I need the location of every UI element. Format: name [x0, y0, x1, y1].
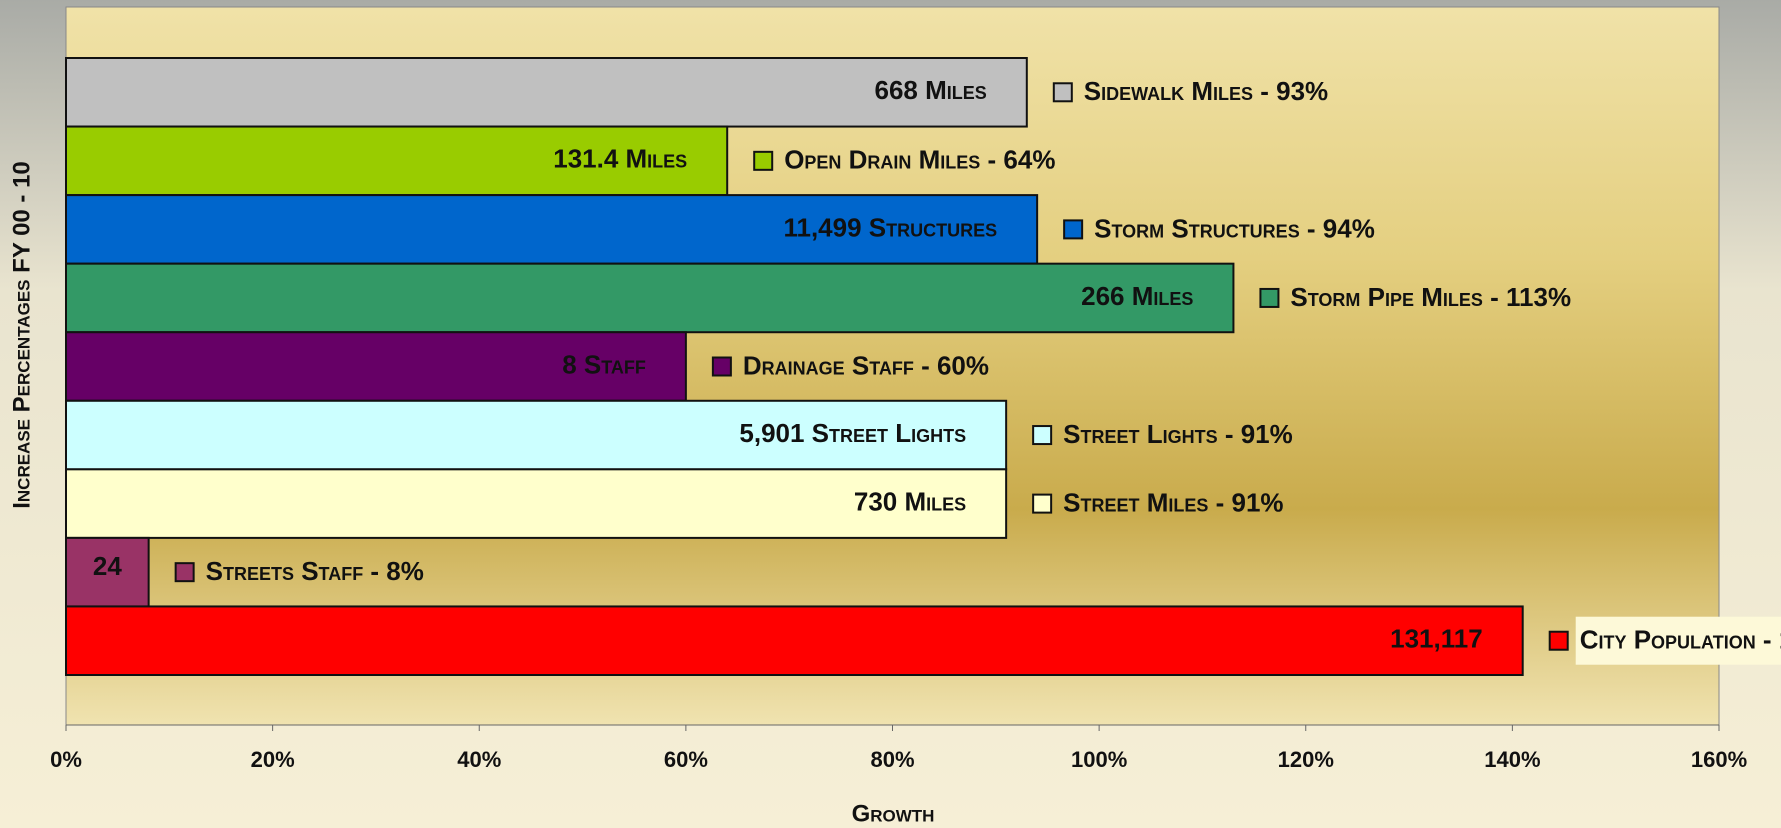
bar-annotation: 5,901 Street Lights: [739, 418, 966, 448]
legend-label: Street Lights - 91%: [1063, 419, 1293, 449]
bar-annotation: 266 Miles: [1081, 281, 1193, 311]
bar-annotation: 730 Miles: [854, 486, 966, 516]
legend-label: Storm Pipe Miles - 113%: [1290, 282, 1571, 312]
legend-label: City Population - 141%: [1580, 625, 1781, 655]
x-tick-label: 120%: [1278, 747, 1334, 772]
bar: [65, 468, 1008, 539]
bar-annotation: 131.4 Miles: [553, 144, 687, 174]
legend-swatch: [1063, 219, 1084, 240]
legend-label: Street Miles - 91%: [1063, 487, 1283, 517]
legend-swatch: [1032, 425, 1053, 446]
x-tick-label: 140%: [1484, 747, 1540, 772]
x-tick-label: 160%: [1691, 747, 1747, 772]
legend-label: Storm Structures - 94%: [1094, 213, 1375, 243]
legend-label: Drainage Staff - 60%: [743, 350, 989, 380]
legend-swatch: [711, 356, 732, 377]
bar-annotation: 668 Miles: [875, 75, 987, 105]
legend-label: Open Drain Miles - 64%: [784, 145, 1055, 175]
legend-swatch: [1548, 630, 1569, 651]
legend-swatch: [753, 150, 774, 171]
legend-label: Streets Staff - 8%: [206, 556, 424, 586]
legend-label: Sidewalk Miles - 93%: [1084, 76, 1328, 106]
bar: [65, 536, 150, 608]
legend-swatch: [1259, 287, 1280, 308]
bar-annotation: 8 Staff: [562, 349, 646, 379]
legend-swatch: [174, 562, 195, 583]
bar-annotation: 24: [93, 551, 122, 581]
x-axis-label: Growth: [852, 800, 935, 827]
x-tick-label: 40%: [457, 747, 501, 772]
bar-annotation: 11,499 Structures: [783, 212, 997, 242]
legend-swatch: [1032, 493, 1053, 514]
legend-box: [1575, 616, 1781, 665]
x-tick-label: 60%: [664, 747, 708, 772]
bar-annotation: 131,117: [1390, 624, 1483, 654]
x-tick-label: 100%: [1071, 747, 1127, 772]
bar: [65, 125, 729, 197]
bar: [65, 605, 1524, 677]
y-axis-label: Increase Percentages FY 00 - 10: [8, 161, 35, 509]
bar: [65, 331, 687, 402]
x-tick-label: 20%: [251, 747, 295, 772]
x-tick-label: 0%: [50, 747, 82, 772]
bar: [65, 262, 1235, 334]
x-tick-label: 80%: [870, 747, 914, 772]
legend-swatch: [1052, 82, 1073, 103]
